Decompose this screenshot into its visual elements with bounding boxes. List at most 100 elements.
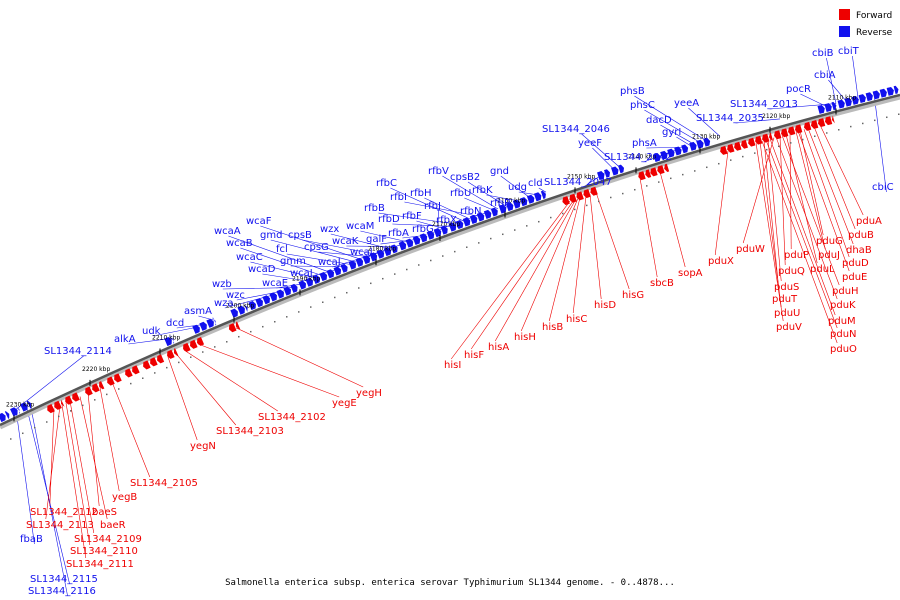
backbone-line	[0, 93, 900, 427]
gene-label-rfbu: rfbU	[450, 188, 471, 199]
forward-gene	[762, 133, 770, 143]
forward-gene	[755, 135, 763, 145]
leader-line	[595, 192, 630, 290]
gene-label-wzb: wzb	[212, 279, 232, 290]
leader-line	[262, 273, 309, 282]
forward-gene	[167, 349, 175, 359]
leader-line	[330, 233, 391, 250]
reverse-gene	[390, 244, 398, 254]
reverse-gene	[440, 225, 448, 235]
leader-line	[49, 408, 55, 507]
reverse-gene	[244, 304, 248, 312]
leader-line	[360, 230, 409, 243]
reverse-gene	[170, 335, 175, 344]
scale-dot	[850, 125, 852, 128]
forward-gene	[99, 381, 105, 390]
leader-line	[464, 197, 495, 211]
scale-dot	[718, 162, 720, 165]
forward-gene	[810, 120, 819, 129]
gene-label-wcae: wcaE	[262, 278, 288, 289]
gene-label-wcak: wcaK	[332, 236, 359, 247]
reverse-gene	[879, 88, 887, 98]
scale-dot	[46, 421, 48, 423]
leader-line	[676, 136, 691, 146]
tick-label: 2200 kbp	[226, 303, 254, 310]
gene-label-pdum: pduM	[828, 316, 856, 327]
gene-label-rfbg: rfbG	[412, 224, 434, 235]
leader-line	[828, 79, 847, 102]
reverse-gene	[419, 233, 428, 243]
scale-dot	[646, 185, 648, 187]
scale-dot	[322, 301, 324, 303]
gene-label-cpsb: cpsB	[288, 230, 312, 241]
forward-gene	[47, 404, 55, 414]
gene-label-cbic: cbiC	[872, 182, 894, 193]
leader-line	[660, 124, 695, 145]
gene-label-gyri: gyrI	[662, 127, 681, 138]
reverse-gene	[192, 324, 200, 334]
scale-dot	[226, 341, 228, 343]
leader-line	[486, 194, 521, 202]
gene-label-rfbi: rfbI	[390, 192, 407, 203]
gene-label-pdue: pduE	[842, 272, 867, 283]
reverse-gene	[476, 212, 485, 222]
gene-label-pduh: pduH	[832, 286, 859, 297]
scale-dot	[598, 200, 600, 203]
gene-label-hisd: hisD	[594, 300, 616, 311]
forward-gene	[143, 360, 151, 370]
forward-gene	[61, 399, 65, 407]
leader-line	[494, 198, 577, 342]
gene-label-sl1344_2111: SL1344_2111	[66, 559, 134, 570]
reverse-gene	[604, 169, 611, 178]
tick-label: 2180 kbp	[368, 245, 396, 252]
forward-gene	[788, 126, 796, 136]
leader-line	[470, 199, 575, 350]
leader-line	[852, 55, 859, 98]
leader-line	[175, 353, 237, 426]
scale-dot	[10, 438, 12, 440]
leader-line	[99, 387, 120, 492]
scale-dot	[874, 119, 876, 122]
scale-dot	[826, 132, 828, 134]
scale-dot	[346, 291, 348, 294]
leader-line	[167, 356, 198, 441]
gene-label-wzx: wzx	[320, 224, 339, 235]
backbone-shadow	[0, 94, 900, 430]
scale-dot	[658, 181, 660, 183]
forward-gene	[824, 116, 833, 126]
scale-dot	[178, 361, 180, 364]
leader-line	[659, 171, 686, 268]
forward-gene	[576, 191, 584, 201]
gene-label-cbib: cbiB	[812, 48, 834, 59]
forward-gene	[774, 130, 782, 140]
gene-label-hisf: hisF	[464, 350, 484, 361]
tick-label: 2130 kbp	[692, 133, 720, 140]
leader-line	[779, 135, 786, 266]
leader-line	[767, 139, 782, 282]
leader-line	[290, 265, 345, 268]
forward-gene	[748, 137, 756, 147]
reverse-gene	[383, 246, 392, 257]
gene-label-rfbk: rfbK	[472, 185, 493, 196]
scale-dot	[550, 216, 552, 219]
legend: Forward Reverse	[839, 9, 893, 38]
scale-dot	[382, 277, 384, 280]
gene-label-pduw: pduW	[736, 244, 765, 255]
scale-dot	[58, 415, 60, 418]
reverse-gene	[660, 150, 668, 160]
reverse-gene	[426, 230, 435, 240]
leader-line	[79, 396, 108, 520]
gene-label-dhab: dhaB	[846, 245, 872, 256]
reverse-gene	[237, 305, 245, 315]
scale-dot	[106, 393, 108, 396]
scale-dot	[406, 268, 408, 271]
gene-label-baes: baeS	[92, 507, 117, 518]
scale-dot	[442, 255, 444, 257]
scale-dot	[670, 177, 672, 180]
leader-line	[228, 235, 331, 273]
gene-label-hisg: hisG	[622, 290, 644, 301]
reverse-gene	[298, 280, 307, 290]
gene-label-sl1344_2042: SL1344_2042	[604, 152, 672, 163]
tick-label: 2230 kbp	[6, 401, 34, 408]
leader-line	[15, 409, 35, 545]
